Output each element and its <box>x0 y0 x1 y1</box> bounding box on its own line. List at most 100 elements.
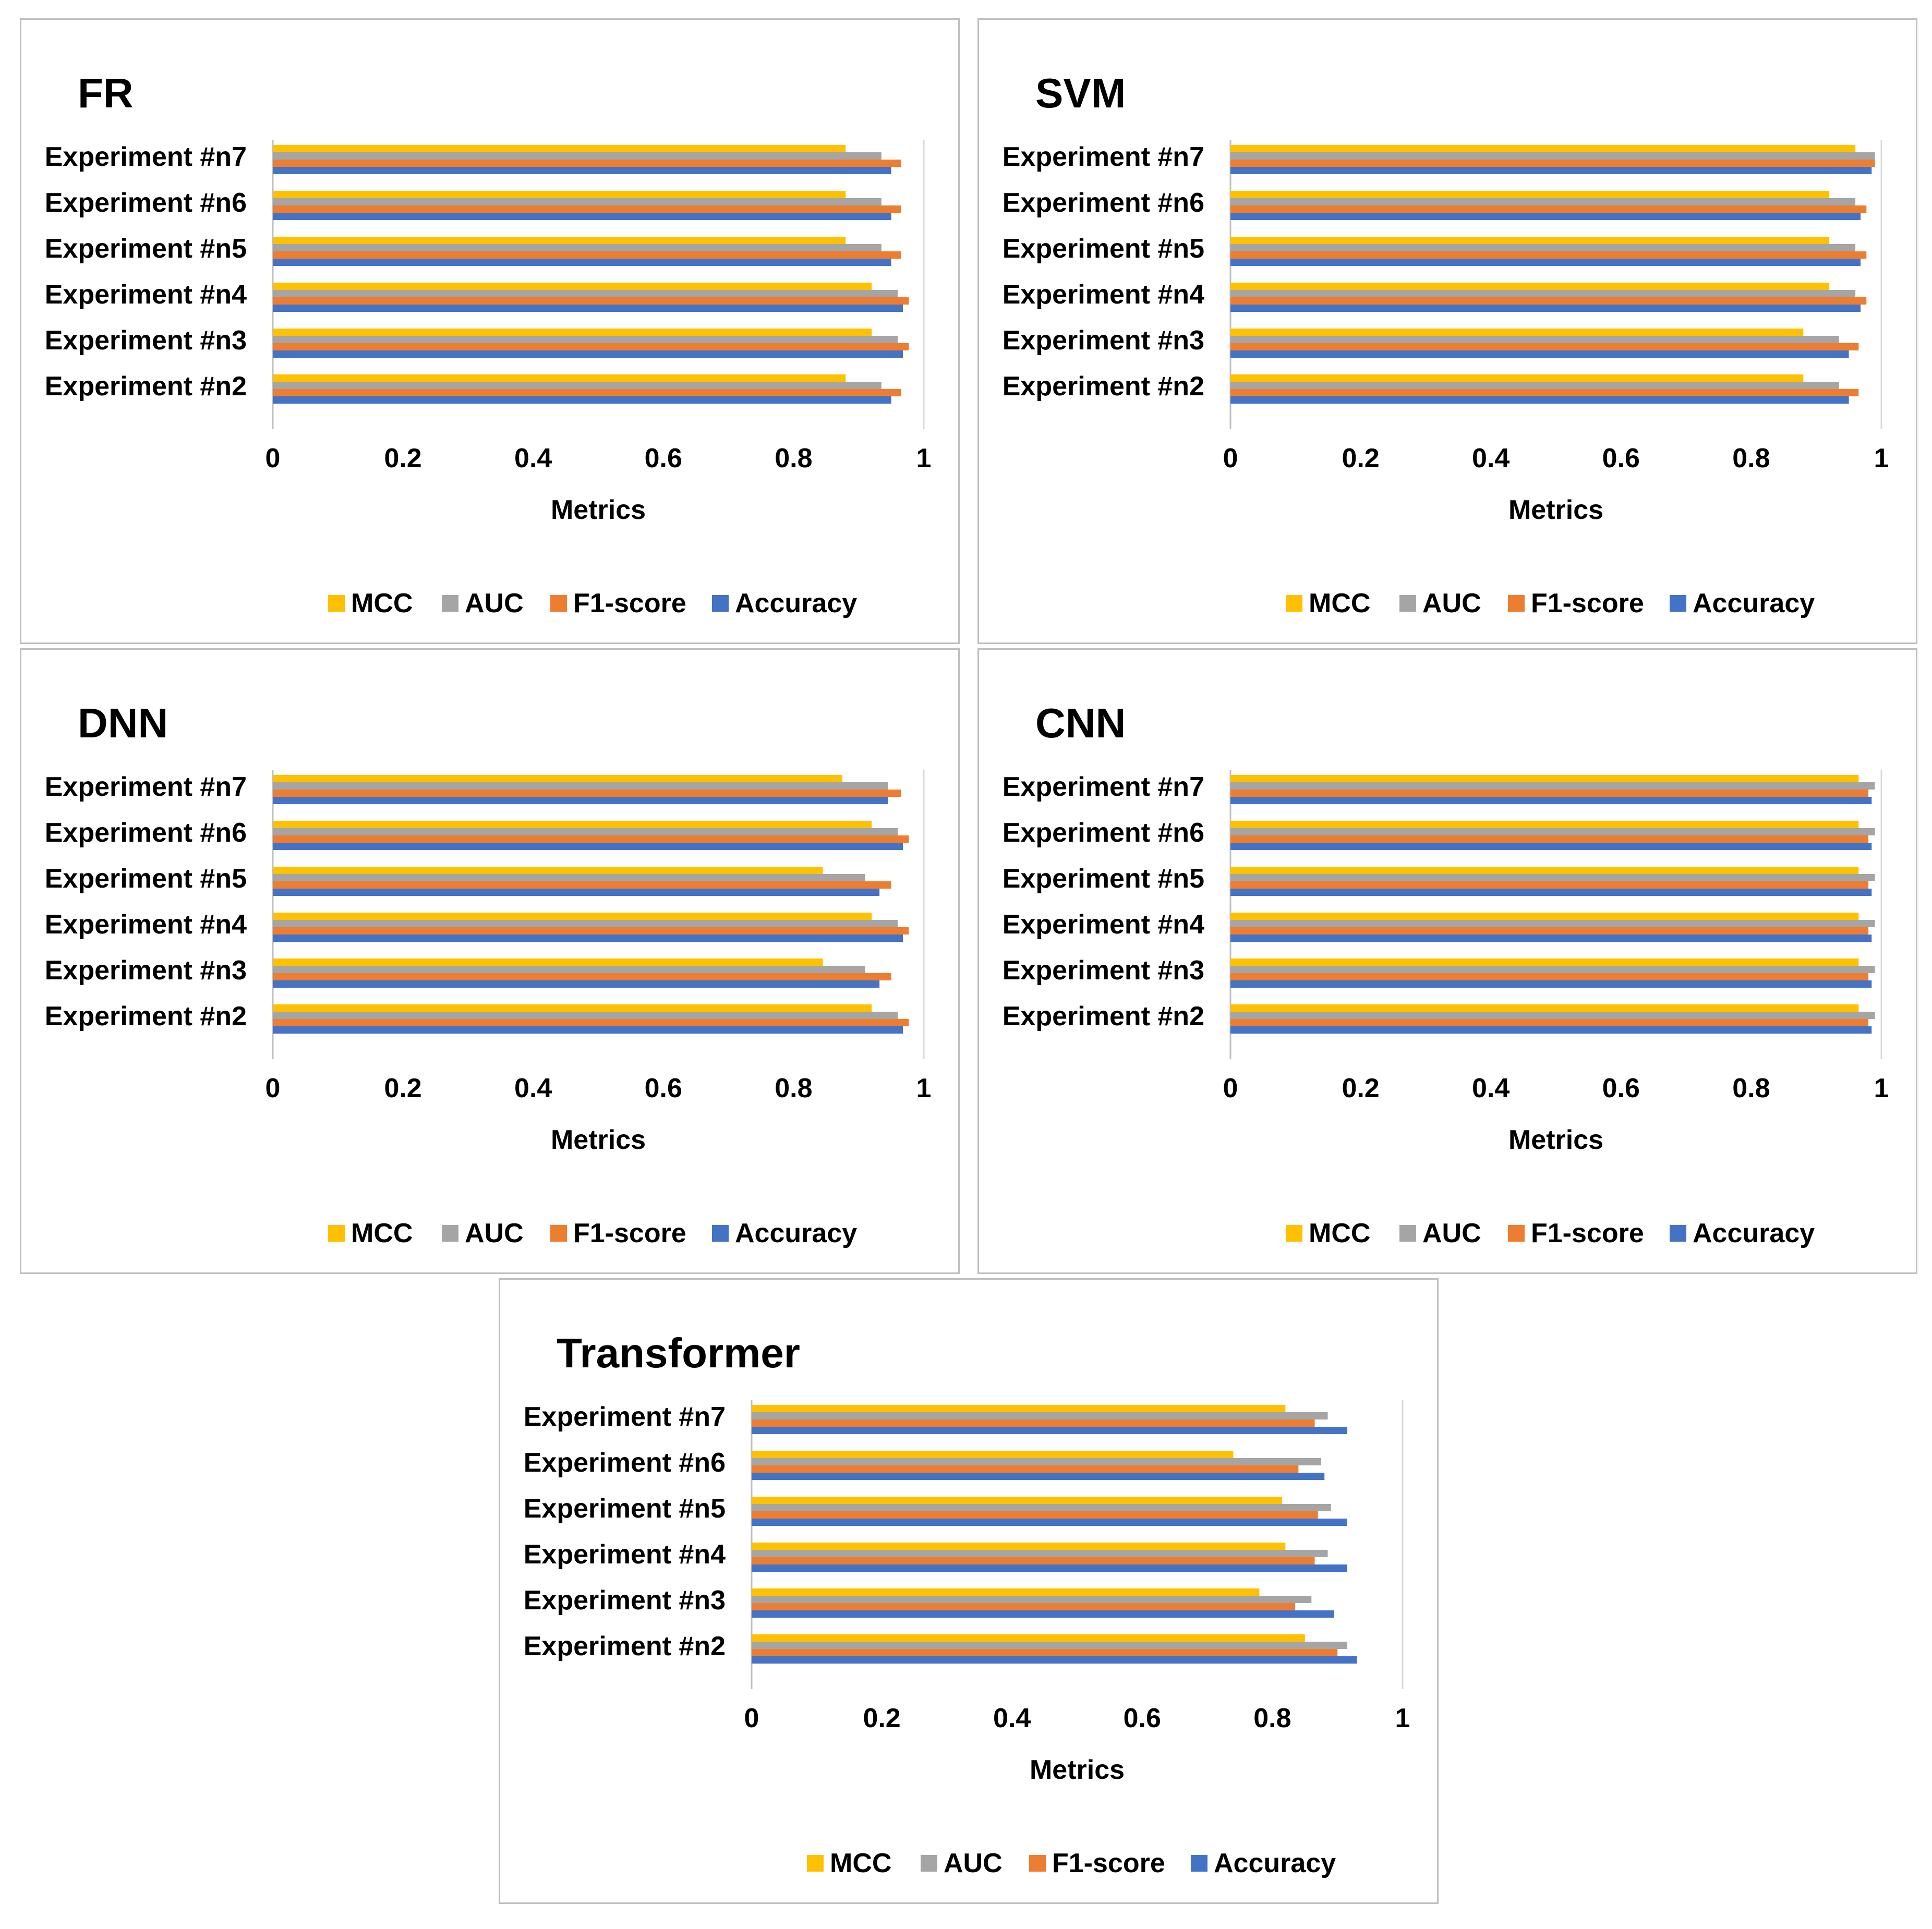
x-tick-label: 0 <box>265 1073 281 1103</box>
bar-f1-score-1 <box>273 973 891 980</box>
bar-auc-4 <box>273 198 882 205</box>
bar-f1-score-1 <box>752 1603 1296 1610</box>
x-tick-label: 0.8 <box>775 443 812 474</box>
chart-panel-transformer: Transformer Experiment #n2 Experiment #n3 E… <box>499 1278 1439 1904</box>
bar-mcc-0 <box>752 1634 1305 1642</box>
bar-f1-score-1 <box>1230 343 1859 350</box>
bar-mcc-1 <box>1230 329 1804 336</box>
x-tick-label: 0.4 <box>993 1703 1031 1733</box>
chart-svg: CNN Experiment #n2 Experiment #n3 Experimen… <box>1003 700 1889 1248</box>
x-tick-label: 0.4 <box>514 443 552 474</box>
legend-label: F1-score <box>1531 1218 1644 1248</box>
bar-mcc-2 <box>752 1543 1286 1550</box>
chart-svg: FR Experiment #n2 Experiment #n3 Experiment… <box>45 70 932 618</box>
chart-svg: Transformer Experiment #n2 Experiment #n3 E… <box>524 1330 1410 1878</box>
bar-mcc-0 <box>273 1004 872 1012</box>
bar-auc-0 <box>273 382 882 389</box>
bar-accuracy-0 <box>1230 1026 1872 1034</box>
x-axis-label: Metrics <box>1508 495 1603 525</box>
category-label: Experiment #n7 <box>1003 142 1204 172</box>
category-label: Experiment #n4 <box>45 280 247 310</box>
bar-f1-score-5 <box>273 790 901 797</box>
bar-accuracy-3 <box>273 889 880 896</box>
legend-swatch-auc <box>921 1855 937 1872</box>
bar-auc-4 <box>273 828 898 835</box>
legend-label: AUC <box>1422 588 1481 618</box>
legend-label: MCC <box>1309 588 1370 618</box>
bar-f1-score-0 <box>273 1019 909 1026</box>
x-tick-label: 0.8 <box>1253 1703 1291 1733</box>
bar-f1-score-2 <box>273 927 909 935</box>
bar-accuracy-5 <box>273 167 891 174</box>
legend-swatch-f1-score <box>1508 595 1525 612</box>
bar-accuracy-5 <box>1230 167 1872 174</box>
bar-accuracy-4 <box>1230 843 1872 850</box>
category-label: Experiment #n5 <box>1003 864 1204 894</box>
bar-accuracy-1 <box>752 1610 1334 1618</box>
bar-f1-score-4 <box>273 835 909 843</box>
bar-mcc-1 <box>273 329 872 336</box>
bar-auc-2 <box>273 920 898 927</box>
bar-auc-0 <box>273 1012 898 1019</box>
bar-mcc-4 <box>1230 821 1859 828</box>
bar-auc-2 <box>1230 920 1875 927</box>
legend-swatch-auc <box>442 595 458 612</box>
legend-swatch-mcc <box>1286 1225 1302 1242</box>
legend-swatch-mcc <box>328 595 345 612</box>
chart-panel-svm: SVM Experiment #n2 Experiment #n3 Experimen… <box>977 18 1917 644</box>
bar-auc-5 <box>1230 782 1875 790</box>
legend-label: Accuracy <box>735 588 857 618</box>
bar-mcc-0 <box>1230 374 1804 382</box>
bar-accuracy-4 <box>273 843 903 850</box>
x-tick-label: 0.8 <box>1732 443 1770 474</box>
bar-mcc-2 <box>1230 283 1830 290</box>
bar-accuracy-3 <box>1230 889 1872 896</box>
bar-f1-score-5 <box>752 1420 1315 1427</box>
bar-accuracy-2 <box>1230 935 1872 942</box>
x-tick-label: 0.6 <box>645 443 682 474</box>
bar-f1-score-2 <box>1230 927 1869 935</box>
bar-mcc-3 <box>1230 867 1859 874</box>
chart-title: DNN <box>78 700 168 746</box>
chart-svg: SVM Experiment #n2 Experiment #n3 Experimen… <box>1003 70 1889 618</box>
bar-mcc-5 <box>273 145 846 152</box>
x-tick-label: 0.6 <box>1602 443 1640 474</box>
bar-f1-score-4 <box>1230 835 1869 843</box>
category-label: Experiment #n3 <box>1003 955 1204 986</box>
chart-panel-dnn: DNN Experiment #n2 Experiment #n3 Experimen… <box>20 648 960 1274</box>
x-axis-label: Metrics <box>551 495 646 525</box>
bar-auc-5 <box>273 782 888 790</box>
bar-f1-score-5 <box>1230 160 1875 167</box>
chart-panel-cnn: CNN Experiment #n2 Experiment #n3 Experimen… <box>977 648 1917 1274</box>
bar-f1-score-2 <box>752 1557 1315 1564</box>
legend-label: F1-score <box>573 1218 686 1248</box>
legend-swatch-auc <box>442 1225 458 1242</box>
bar-accuracy-1 <box>1230 350 1849 358</box>
legend-label: MCC <box>351 1218 413 1248</box>
legend-swatch-f1-score <box>550 595 567 612</box>
bar-auc-2 <box>273 290 898 297</box>
category-label: Experiment #n7 <box>45 772 247 802</box>
x-tick-label: 0.6 <box>1124 1703 1161 1733</box>
x-tick-label: 0 <box>1223 1073 1238 1103</box>
x-axis-label: Metrics <box>551 1125 646 1155</box>
bar-f1-score-0 <box>273 389 901 396</box>
chart-panel-fr: FR Experiment #n2 Experiment #n3 Experiment… <box>20 18 960 644</box>
bar-accuracy-4 <box>752 1473 1325 1480</box>
legend-swatch-mcc <box>1286 595 1302 612</box>
bar-auc-5 <box>752 1412 1328 1420</box>
bar-accuracy-3 <box>273 259 891 266</box>
legend-swatch-f1-score <box>1508 1225 1525 1242</box>
bar-mcc-5 <box>1230 145 1856 152</box>
category-label: Experiment #n6 <box>45 818 247 848</box>
bar-auc-3 <box>273 244 882 251</box>
bar-auc-2 <box>1230 290 1856 297</box>
bar-f1-score-2 <box>1230 297 1867 305</box>
bar-auc-4 <box>752 1458 1321 1465</box>
category-label: Experiment #n2 <box>1003 371 1204 402</box>
bar-f1-score-0 <box>1230 389 1859 396</box>
legend-swatch-accuracy <box>1670 1225 1686 1242</box>
bar-accuracy-3 <box>1230 259 1861 266</box>
bar-accuracy-0 <box>273 396 891 404</box>
category-label: Experiment #n4 <box>1003 909 1204 940</box>
